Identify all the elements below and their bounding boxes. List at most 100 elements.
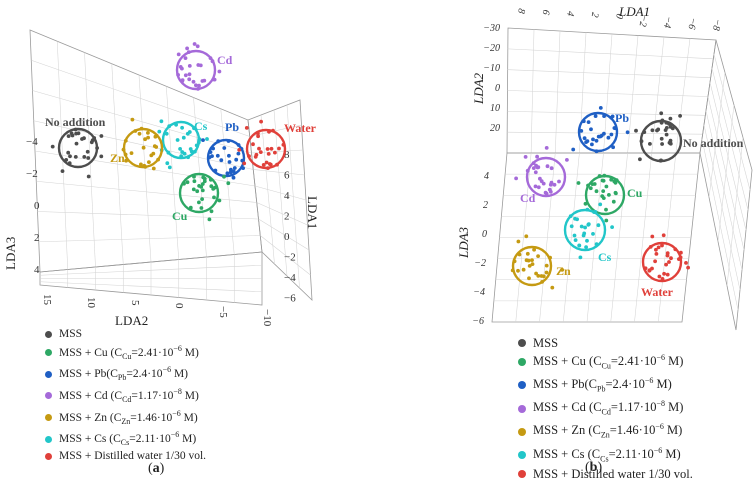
- data-point-Zn: [123, 152, 128, 157]
- front-wall-b: [491, 152, 701, 323]
- data-point-Cu: [604, 218, 609, 223]
- data-point-Cd: [195, 44, 200, 49]
- data-point-Pb: [581, 119, 586, 124]
- data-point-Cd: [208, 56, 213, 60]
- data-point-Pb: [241, 166, 246, 171]
- data-point-Pb: [591, 137, 595, 142]
- data-point-Cu: [212, 195, 216, 200]
- data-point-Cs: [205, 137, 209, 141]
- data-point-Cd: [212, 77, 217, 82]
- data-point-Cs: [575, 217, 579, 222]
- grid-line-b: [711, 68, 749, 211]
- grid-line-b: [705, 110, 743, 271]
- data-point-MSS: [659, 136, 664, 141]
- data-point-Water: [643, 266, 648, 271]
- legend-b-item-zn: MSS + Zn (CZn=1.46·10−6 M): [518, 420, 693, 443]
- data-point-Cu: [613, 180, 618, 185]
- legend-b-item-cs: MSS + Cs (CCs=2.11·10−6 M): [518, 444, 693, 467]
- data-point-Pb: [215, 153, 220, 158]
- data-point-Zn: [133, 129, 138, 133]
- tick-label-lda2-b: −20: [483, 43, 500, 54]
- data-point-Zn: [539, 274, 544, 278]
- data-point-Water: [662, 271, 666, 276]
- data-point-Cd: [176, 52, 181, 57]
- data-point-Cd: [180, 79, 185, 84]
- data-point-Cu: [191, 187, 196, 192]
- data-point-MSS: [86, 174, 91, 179]
- data-point-Cd: [536, 185, 541, 190]
- data-point-Zn: [146, 131, 150, 135]
- legend-label: MSS + Pb(CPb=2.4·10−6 M): [533, 375, 672, 394]
- grid-line-a: [36, 180, 257, 203]
- legend-marker-pb: [45, 370, 52, 378]
- data-point-Cs: [187, 130, 192, 134]
- data-point-MSS: [664, 126, 669, 130]
- tick-label-lda1-a: 4: [284, 190, 290, 202]
- group-label-b: Water: [641, 285, 674, 299]
- data-point-Zn: [143, 164, 148, 169]
- data-point-Pb: [585, 139, 590, 144]
- data-point-Water: [654, 252, 659, 256]
- caption-panel-a: (a): [148, 461, 165, 476]
- data-point-Pb: [232, 166, 237, 170]
- data-point-Cd: [197, 83, 201, 88]
- data-point-Water: [267, 129, 271, 134]
- grid-line-a: [256, 202, 308, 226]
- data-point-Cu: [600, 194, 605, 199]
- data-point-Zn: [540, 280, 544, 284]
- legend-marker-water: [518, 470, 526, 479]
- data-point-Cu: [208, 177, 213, 182]
- legend-marker-cs: [518, 451, 526, 460]
- legend-marker-zn: [45, 414, 52, 422]
- data-point-MSS: [658, 158, 663, 163]
- data-point-Pb: [594, 138, 599, 143]
- data-point-Water: [661, 233, 666, 238]
- data-point-Cu: [604, 207, 608, 212]
- data-point-Pb: [213, 168, 218, 173]
- tick-label-lda2-a: 10: [85, 297, 97, 309]
- data-point-Zn: [146, 135, 151, 140]
- data-point-Water: [244, 126, 249, 130]
- data-point-Pb: [612, 126, 617, 130]
- legend-label: MSS + Distilled water 1/30 vol.: [533, 466, 693, 481]
- data-point-Cu: [182, 181, 186, 186]
- axis-title-lda1-a: LDA1: [305, 196, 320, 229]
- data-point-Cs: [194, 143, 199, 148]
- data-point-MSS: [656, 127, 661, 132]
- data-point-Pb: [611, 145, 615, 150]
- data-point-Zn: [536, 274, 541, 278]
- data-point-Cd: [531, 166, 536, 171]
- data-point-MSS: [66, 134, 71, 139]
- legend-a-item-water: MSS + Distilled water 1/30 vol.: [45, 450, 206, 464]
- data-point-Water: [275, 162, 279, 167]
- data-point-Cu: [602, 173, 607, 178]
- data-point-Pb: [226, 139, 231, 143]
- data-point-MSS: [678, 114, 682, 118]
- data-point-Water: [653, 259, 657, 264]
- data-point-Water: [669, 256, 673, 261]
- data-point-Zn: [534, 271, 538, 276]
- data-point-Water: [665, 253, 670, 258]
- data-point-Zn: [123, 138, 128, 143]
- data-point-Cd: [533, 170, 538, 175]
- tick-label-lda1-a: 0: [284, 231, 290, 243]
- data-point-Cd: [533, 184, 538, 189]
- data-point-Cu: [609, 177, 614, 182]
- data-point-Cu: [583, 201, 588, 206]
- tick-label-lda2-a: 0: [173, 303, 185, 309]
- data-point-Zn: [137, 131, 142, 136]
- cluster-ring-Zn: [511, 245, 553, 287]
- tick-label-lda2-b: 10: [490, 103, 500, 114]
- data-point-Water: [247, 154, 251, 159]
- data-point-Cs: [596, 223, 601, 228]
- data-point-Cs: [197, 137, 202, 142]
- data-point-Zn: [526, 258, 531, 263]
- tick-label-lda1-b: −4: [661, 15, 674, 28]
- legend-b-item-water: MSS + Distilled water 1/30 vol.: [518, 467, 693, 481]
- legend-label: MSS + Distilled water 1/30 vol.: [59, 450, 207, 463]
- data-point-Zn: [527, 264, 532, 268]
- cluster-ring-Cd: [525, 156, 567, 198]
- data-point-Cd: [549, 180, 554, 185]
- data-point-Cu: [200, 188, 205, 193]
- legend-b-item-cd: MSS + Cd (CCd=1.17·10−8 M): [518, 397, 693, 420]
